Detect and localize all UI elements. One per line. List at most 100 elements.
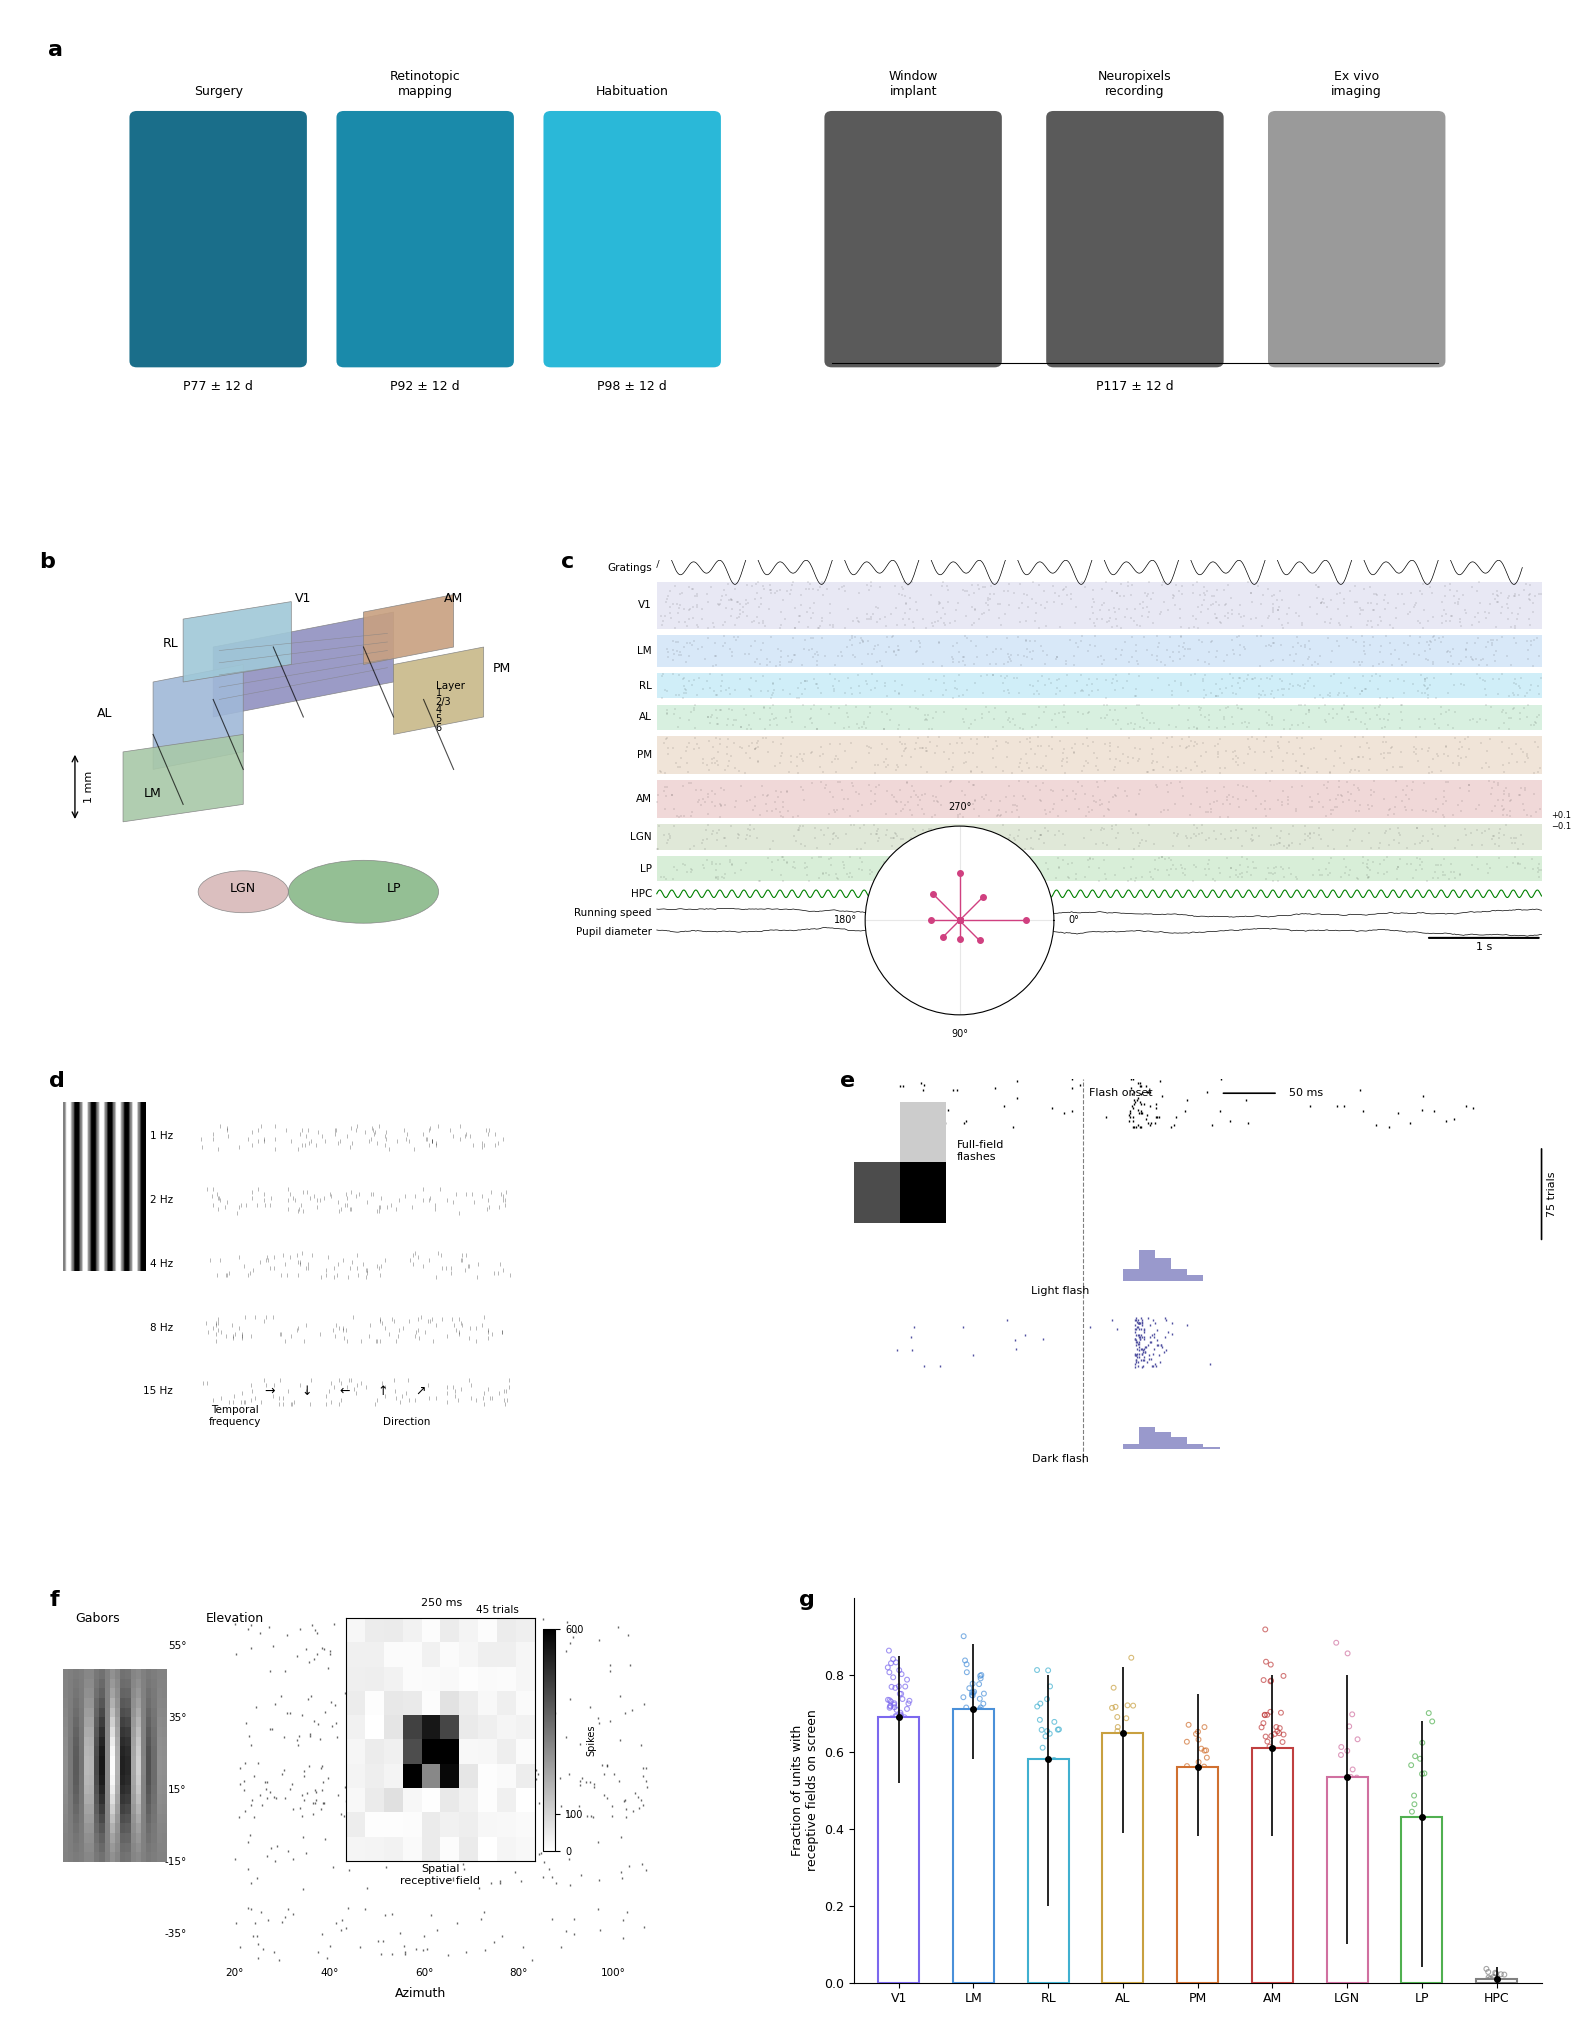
Point: [893, 767, 919, 799]
Point: [926, 625, 952, 657]
Point: [886, 579, 911, 611]
Point: [1441, 712, 1466, 744]
Point: [1464, 575, 1490, 607]
Point: [1089, 639, 1114, 672]
Point: [764, 710, 790, 742]
Point: [423, 1382, 448, 1414]
Point: [1059, 579, 1084, 611]
Point: [727, 595, 752, 627]
Point: [695, 777, 720, 809]
Point: [996, 726, 1021, 759]
Point: [1038, 1671, 1063, 1703]
Point: [673, 674, 698, 706]
Point: [1263, 1711, 1288, 1744]
Point: [491, 1179, 516, 1212]
Point: [1225, 599, 1251, 631]
Point: [384, 1325, 409, 1357]
Point: [1431, 860, 1457, 892]
Point: [1262, 1794, 1287, 1827]
Point: [1441, 647, 1466, 680]
Point: [1247, 712, 1273, 744]
Point: [305, 1190, 330, 1222]
Point: [1205, 635, 1230, 668]
Point: [1406, 1853, 1431, 1885]
Point: [1254, 799, 1279, 831]
Point: [735, 785, 760, 817]
Point: [1284, 864, 1309, 896]
Point: [245, 1115, 271, 1147]
Point: [864, 817, 889, 850]
Point: [1133, 577, 1158, 609]
Point: [354, 1256, 379, 1289]
Point: [269, 1317, 294, 1349]
Point: [1051, 575, 1076, 607]
Point: [703, 789, 728, 821]
Point: [1084, 827, 1109, 860]
Point: [768, 575, 793, 607]
Point: [1413, 676, 1438, 708]
Point: [1095, 605, 1120, 637]
Point: [1213, 710, 1238, 742]
Point: [920, 645, 945, 678]
Point: [978, 570, 1004, 603]
Point: [846, 670, 871, 702]
Point: [1271, 1718, 1296, 1750]
Point: [1002, 662, 1027, 694]
Point: [274, 1115, 299, 1147]
Point: [969, 599, 994, 631]
Point: [220, 1321, 245, 1353]
Point: [720, 710, 746, 742]
Point: [1345, 1724, 1370, 1756]
Point: [1301, 817, 1326, 850]
Point: [1290, 751, 1315, 783]
Point: [1131, 702, 1156, 734]
Point: [1206, 738, 1232, 771]
Point: [1268, 827, 1293, 860]
Point: [741, 793, 766, 825]
X-axis label: Spatial
receptive field: Spatial receptive field: [401, 1863, 480, 1885]
Point: [786, 757, 812, 789]
Point: [1394, 793, 1419, 825]
Point: [1054, 570, 1079, 603]
Point: [906, 781, 931, 813]
Point: [1082, 629, 1107, 662]
Point: [1167, 629, 1192, 662]
Point: [480, 1317, 505, 1349]
Point: [876, 631, 901, 664]
Point: [1494, 589, 1520, 621]
Point: [209, 1382, 234, 1414]
Point: [794, 573, 820, 605]
Point: [859, 603, 884, 635]
Point: [1062, 736, 1087, 769]
Point: [1527, 793, 1553, 825]
Point: [1087, 852, 1112, 884]
Point: [1460, 643, 1485, 676]
Point: [988, 862, 1013, 894]
Point: [1403, 854, 1428, 886]
Point: [854, 730, 879, 763]
Point: [1414, 643, 1439, 676]
Point: [1155, 633, 1180, 666]
Point: [771, 585, 796, 617]
Point: [1452, 670, 1477, 702]
Point: [1271, 1659, 1296, 1691]
Point: [483, 1119, 508, 1151]
Point: [434, 1378, 459, 1410]
Point: [695, 613, 720, 645]
Text: 20°: 20°: [225, 1968, 244, 1978]
Point: [926, 720, 952, 753]
Point: [1486, 829, 1512, 862]
Point: [875, 813, 900, 846]
Point: [1070, 674, 1095, 706]
Point: [1457, 769, 1482, 801]
Point: [1026, 613, 1051, 645]
Point: [1266, 591, 1291, 623]
Point: [1078, 844, 1103, 876]
Point: [1372, 579, 1397, 611]
Point: [1219, 595, 1244, 627]
Point: [1527, 854, 1553, 886]
Point: [708, 694, 733, 726]
Point: [1350, 676, 1375, 708]
Point: [835, 593, 860, 625]
Point: [933, 674, 958, 706]
